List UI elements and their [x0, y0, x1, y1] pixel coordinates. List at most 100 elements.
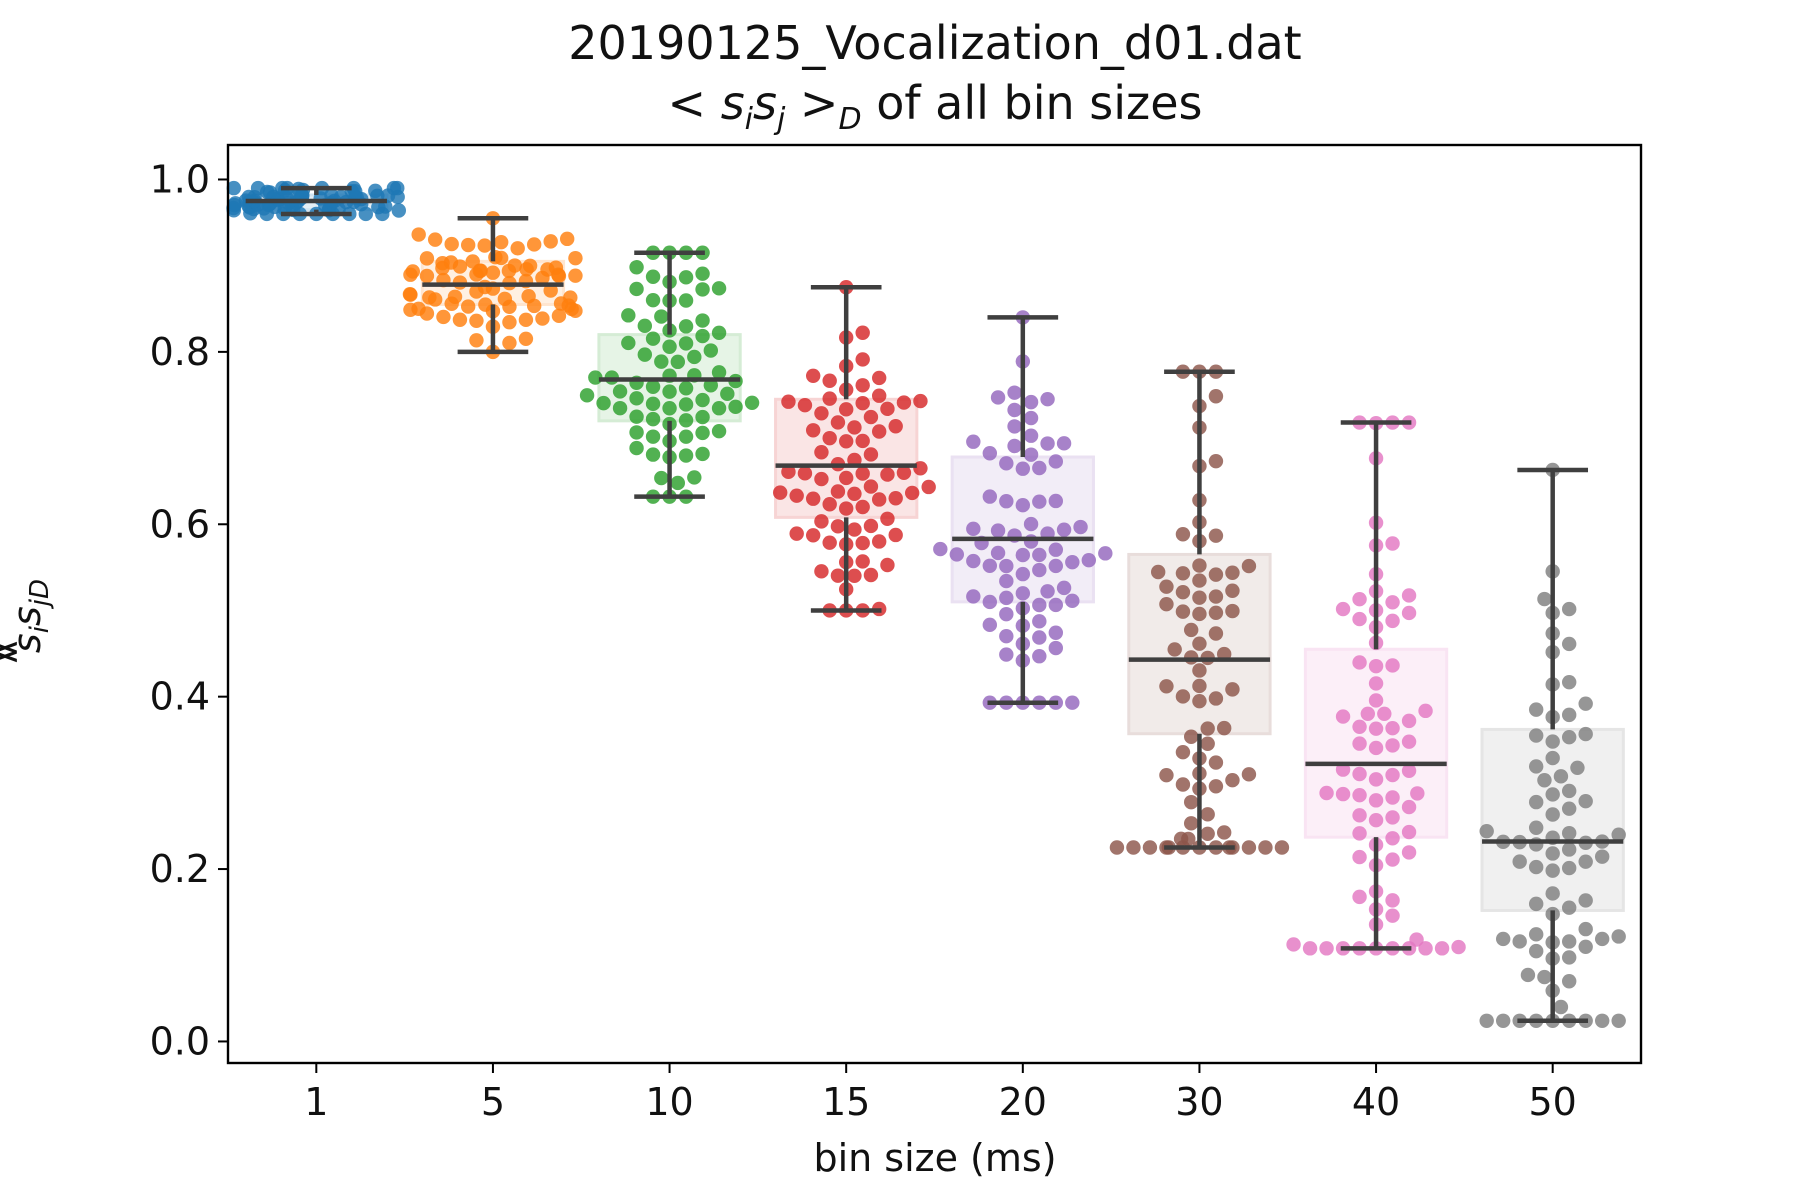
data-point-15 — [789, 488, 804, 503]
data-point-5 — [510, 241, 525, 256]
chart-title: 20190125_Vocalization_d01.dat — [568, 16, 1302, 70]
data-point-20 — [1023, 516, 1039, 532]
data-point-15 — [871, 388, 887, 403]
data-point-20 — [990, 523, 1006, 538]
data-point-15 — [855, 554, 870, 569]
data-point-30 — [1208, 567, 1224, 582]
data-point-20 — [1032, 562, 1047, 578]
data-point-30 — [1167, 642, 1182, 657]
data-point-20 — [1015, 586, 1031, 601]
data-point-15 — [847, 420, 862, 435]
data-point-10 — [645, 396, 661, 412]
data-point-20 — [1023, 394, 1039, 410]
data-point-10 — [711, 325, 727, 340]
data-point-1 — [390, 180, 405, 196]
data-point-40 — [1385, 536, 1400, 551]
data-point-5 — [452, 312, 468, 327]
data-point-40 — [1385, 658, 1400, 673]
data-point-15 — [772, 485, 788, 500]
data-point-50 — [1528, 820, 1544, 835]
data-point-50 — [1495, 931, 1511, 947]
data-point-50 — [1561, 860, 1577, 876]
data-point-50 — [1520, 967, 1536, 983]
data-point-20 — [1007, 402, 1022, 418]
data-point-10 — [645, 292, 661, 308]
data-point-30 — [1200, 721, 1215, 736]
data-point-50 — [1578, 939, 1593, 955]
data-point-5 — [460, 237, 476, 253]
data-point-20 — [1048, 493, 1064, 509]
data-point-20 — [1056, 522, 1072, 537]
data-point-40 — [1368, 721, 1384, 736]
data-point-40 — [1409, 932, 1424, 947]
data-point-15 — [797, 398, 813, 413]
data-point-50 — [1479, 1013, 1494, 1028]
data-point-40 — [1385, 908, 1400, 923]
data-point-15 — [855, 396, 870, 411]
data-point-30 — [1175, 604, 1191, 619]
data-point-15 — [822, 497, 837, 512]
data-point-40 — [1401, 588, 1417, 603]
data-point-40 — [1418, 941, 1433, 956]
data-point-50 — [1561, 601, 1577, 617]
data-point-5 — [402, 287, 418, 302]
data-point-10 — [621, 308, 636, 323]
data-point-20 — [990, 390, 1006, 405]
data-point-20 — [1032, 597, 1047, 613]
data-point-5 — [465, 254, 480, 269]
x-axis: 1 5 10 15 20 30 40 50 — [304, 1063, 1577, 1124]
data-point-30 — [1208, 453, 1224, 469]
data-point-20 — [1023, 447, 1039, 462]
data-point-40 — [1385, 790, 1400, 805]
data-point-10 — [703, 343, 719, 358]
data-point-10 — [637, 318, 653, 334]
data-point-50 — [1528, 759, 1544, 774]
data-point-15 — [871, 492, 887, 507]
data-point-50 — [1528, 927, 1544, 942]
data-point-30 — [1225, 682, 1240, 697]
data-point-50 — [1512, 854, 1527, 869]
data-point-15 — [871, 370, 887, 386]
data-point-1 — [250, 180, 266, 196]
data-point-10 — [662, 339, 677, 354]
data-point-10 — [678, 413, 694, 428]
data-point-40 — [1352, 826, 1367, 841]
data-point-10 — [711, 423, 727, 439]
y-tick-label: 0.4 — [150, 675, 210, 719]
data-point-10 — [629, 260, 644, 275]
data-point-40 — [1352, 766, 1367, 782]
data-point-50 — [1545, 846, 1560, 861]
x-axis-label: bin size (ms) — [813, 1136, 1057, 1180]
x-tick-label: 10 — [645, 1080, 693, 1124]
data-point-15 — [814, 406, 829, 421]
data-point-5 — [543, 234, 558, 249]
data-point-15 — [838, 470, 854, 486]
data-point-30 — [1183, 729, 1199, 744]
data-point-20 — [982, 594, 998, 610]
data-point-30 — [1208, 528, 1224, 543]
x-tick-label: 30 — [1175, 1080, 1223, 1124]
data-point-30 — [1208, 755, 1224, 770]
data-point-40 — [1385, 831, 1400, 846]
data-point-20 — [1032, 630, 1047, 645]
data-point-40 — [1352, 808, 1367, 823]
data-point-50 — [1561, 783, 1577, 799]
data-point-10 — [645, 269, 661, 284]
data-point-50 — [1545, 886, 1560, 901]
data-point-15 — [781, 464, 796, 480]
data-point-5 — [497, 291, 513, 307]
data-point-10 — [695, 392, 710, 408]
data-point-5 — [518, 331, 534, 346]
data-point-40 — [1352, 611, 1367, 627]
data-point-30 — [1126, 840, 1141, 855]
data-point-40 — [1368, 658, 1384, 674]
data-point-10 — [678, 397, 694, 412]
data-point-30 — [1159, 768, 1174, 783]
data-point-5 — [422, 290, 437, 305]
data-point-10 — [579, 388, 595, 403]
data-point-15 — [789, 526, 804, 541]
data-point-40 — [1368, 793, 1384, 808]
data-point-40 — [1352, 889, 1367, 905]
data-point-5 — [521, 289, 536, 304]
data-point-15 — [781, 394, 796, 409]
